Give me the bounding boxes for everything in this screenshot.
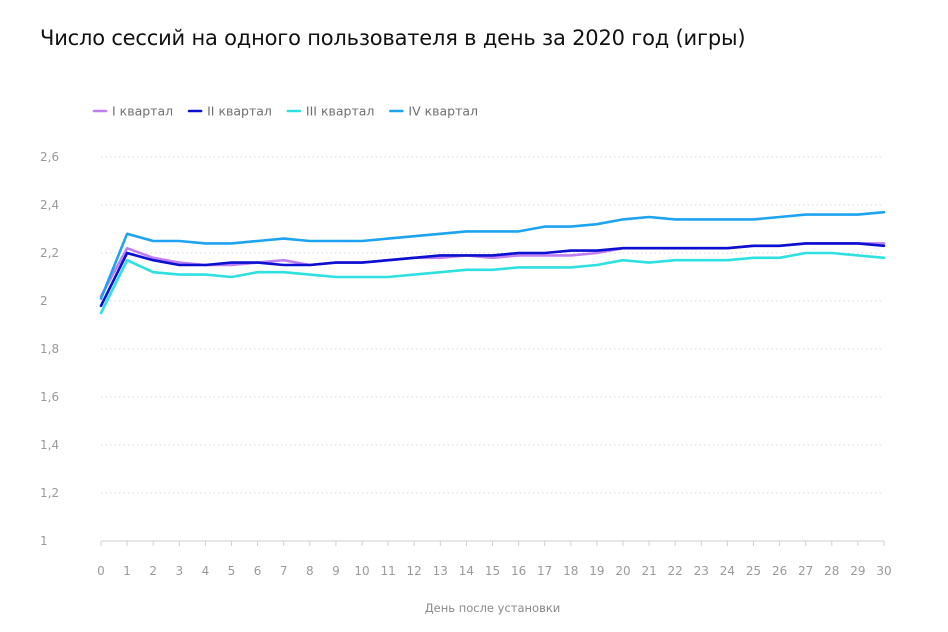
x-tick-label: 21 — [641, 564, 656, 578]
legend-item-3: III квартал — [286, 104, 374, 119]
legend-item-2: II квартал — [187, 104, 272, 119]
x-tick-label: 12 — [407, 564, 422, 578]
y-tick-label: 2,6 — [40, 150, 59, 164]
x-tick-label: 30 — [876, 564, 891, 578]
y-tick-label: 1,6 — [40, 390, 59, 404]
x-tick-label: 18 — [563, 564, 578, 578]
series-lines — [99, 210, 886, 315]
legend-item-4: IV квартал — [389, 104, 478, 119]
y-tick-label: 2,4 — [40, 198, 59, 212]
x-tick-label: 5 — [228, 564, 236, 578]
series-line-3 — [99, 251, 886, 315]
x-tick-label: 19 — [589, 564, 604, 578]
legend-label: II квартал — [207, 104, 272, 119]
y-tick-label: 1 — [40, 534, 48, 548]
grid-lines — [101, 156, 884, 494]
y-tick-label: 1,4 — [40, 438, 59, 452]
legend-label: III квартал — [306, 104, 374, 119]
x-tick-label: 23 — [694, 564, 709, 578]
x-tick-label: 16 — [511, 564, 526, 578]
x-tick-label: 26 — [772, 564, 787, 578]
x-tick-label: 29 — [850, 564, 865, 578]
x-tick-label: 10 — [354, 564, 369, 578]
x-tick-label: 8 — [306, 564, 314, 578]
x-tick-label: 27 — [798, 564, 813, 578]
legend-label: IV квартал — [408, 104, 478, 119]
y-tick-label: 2,2 — [40, 246, 59, 260]
x-tick-label: 9 — [332, 564, 340, 578]
series-line-4 — [99, 210, 886, 300]
legend-label: I квартал — [112, 104, 173, 119]
x-axis: 0 1 2 3 4 5 6 7 8 9 10 11 12 13 14 15 16 17 18 19 20 21 22 23 24… — [97, 540, 892, 578]
x-tick-label: 7 — [280, 564, 288, 578]
x-tick-label: 1 — [123, 564, 131, 578]
y-tick-labels: 1 1,2 1,4 1,6 1,8 2 2,2 2,4 2,6 — [40, 150, 59, 548]
chart-title: Число сессий на одного пользователя в де… — [40, 26, 746, 50]
x-tick-label: 2 — [149, 564, 157, 578]
x-tick-label: 11 — [380, 564, 395, 578]
x-tick-label: 4 — [202, 564, 210, 578]
x-tick-label: 13 — [433, 564, 448, 578]
x-tick-label: 24 — [720, 564, 735, 578]
x-tick-label: 20 — [615, 564, 630, 578]
x-tick-label: 14 — [459, 564, 474, 578]
series-line-2 — [99, 242, 886, 308]
x-tick-label: 3 — [175, 564, 183, 578]
x-tick-label: 0 — [97, 564, 105, 578]
x-axis-title: День после установки — [425, 601, 561, 615]
y-tick-label: 1,2 — [40, 486, 59, 500]
x-tick-label: 22 — [668, 564, 683, 578]
y-tick-label: 2 — [40, 294, 48, 308]
x-tick-label: 25 — [746, 564, 761, 578]
legend-item-1: I квартал — [92, 104, 173, 119]
x-tick-label: 17 — [537, 564, 552, 578]
x-tick-label: 15 — [485, 564, 500, 578]
x-tick-label: 28 — [824, 564, 839, 578]
y-tick-label: 1,8 — [40, 342, 59, 356]
legend: I квартал II квартал III квартал IV квартал — [92, 104, 478, 119]
x-tick-label: 6 — [254, 564, 262, 578]
